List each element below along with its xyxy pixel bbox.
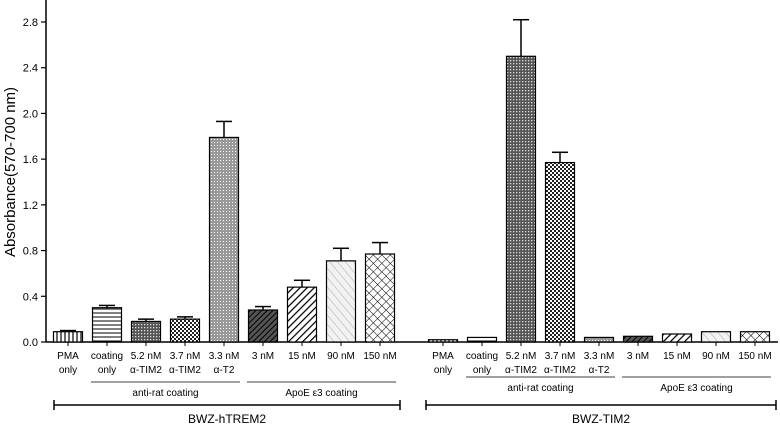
- category-label-line1: 3.3 nM: [584, 351, 615, 362]
- bar: [364, 253, 396, 343]
- bar: [661, 333, 693, 343]
- category-label-line1: PMA: [57, 351, 79, 362]
- category-label-line2: only: [59, 365, 77, 376]
- cell-line-label: BWZ-TIM2: [572, 412, 630, 426]
- cell-line-label: BWZ-hTREM2: [188, 412, 266, 426]
- category-label-line1: 90 nM: [327, 351, 355, 362]
- bar: [208, 136, 240, 343]
- y-tick-label: 0.8: [23, 246, 38, 258]
- bar: [130, 320, 162, 343]
- category-label-line1: coating: [466, 351, 498, 362]
- category-label-line1: 15 nM: [288, 351, 316, 362]
- bar: [505, 55, 537, 343]
- y-tick-label: 2.0: [23, 108, 38, 120]
- category-label-line1: 5.2 nM: [131, 351, 162, 362]
- category-label-line1: 150 nM: [363, 351, 396, 362]
- y-tick-label: 0.4: [23, 291, 38, 303]
- group-label-apoe: ApoE ε3 coating: [285, 388, 357, 399]
- y-tick-label: 1.2: [23, 200, 38, 212]
- group-label-apoe: ApoE ε3 coating: [660, 383, 732, 394]
- bar: [466, 336, 498, 343]
- category-label-line2: α-TIM2: [544, 365, 576, 376]
- category-label-line1: 3.3 nM: [209, 351, 240, 362]
- group-label-anti-rat: anti-rat coating: [132, 388, 198, 399]
- bar: [325, 260, 357, 343]
- category-label-line1: 5.2 nM: [506, 351, 537, 362]
- category-label-line2: only: [473, 365, 491, 376]
- bar: [739, 331, 771, 343]
- category-label-line2: α-T2: [589, 365, 610, 376]
- category-label-line1: 3.7 nM: [170, 351, 201, 362]
- category-label-line2: α-T2: [214, 365, 235, 376]
- bar: [169, 318, 201, 343]
- y-axis-title: Absorbance(570-700 nm): [2, 87, 19, 257]
- category-label-line1: 150 nM: [738, 351, 771, 362]
- category-label-line1: 90 nM: [702, 351, 730, 362]
- group-label-anti-rat: anti-rat coating: [507, 383, 573, 394]
- y-tick-label: 0.0: [23, 337, 38, 349]
- category-label-line2: only: [434, 365, 452, 376]
- category-label-line2: α-TIM2: [130, 365, 162, 376]
- category-label-line2: only: [98, 365, 116, 376]
- bar: [583, 336, 615, 343]
- category-label-line1: 3 nM: [627, 351, 649, 362]
- category-label-line1: coating: [91, 351, 123, 362]
- y-tick-label: 2.8: [23, 17, 38, 29]
- y-tick-label: 2.4: [23, 63, 38, 75]
- bar: [247, 309, 279, 343]
- category-label-line2: α-TIM2: [505, 365, 537, 376]
- bar: [700, 331, 732, 343]
- category-label-line1: 3.7 nM: [545, 351, 576, 362]
- category-label-line1: 15 nM: [663, 351, 691, 362]
- bar: [427, 339, 459, 343]
- category-label-line1: 3 nM: [252, 351, 274, 362]
- bar: [622, 335, 654, 343]
- bar: [91, 307, 123, 343]
- bar: [52, 331, 84, 343]
- category-label-line1: PMA: [432, 351, 454, 362]
- y-tick-label: 1.6: [23, 154, 38, 166]
- bar: [286, 286, 318, 343]
- category-label-line2: α-TIM2: [169, 365, 201, 376]
- bar: [544, 161, 576, 343]
